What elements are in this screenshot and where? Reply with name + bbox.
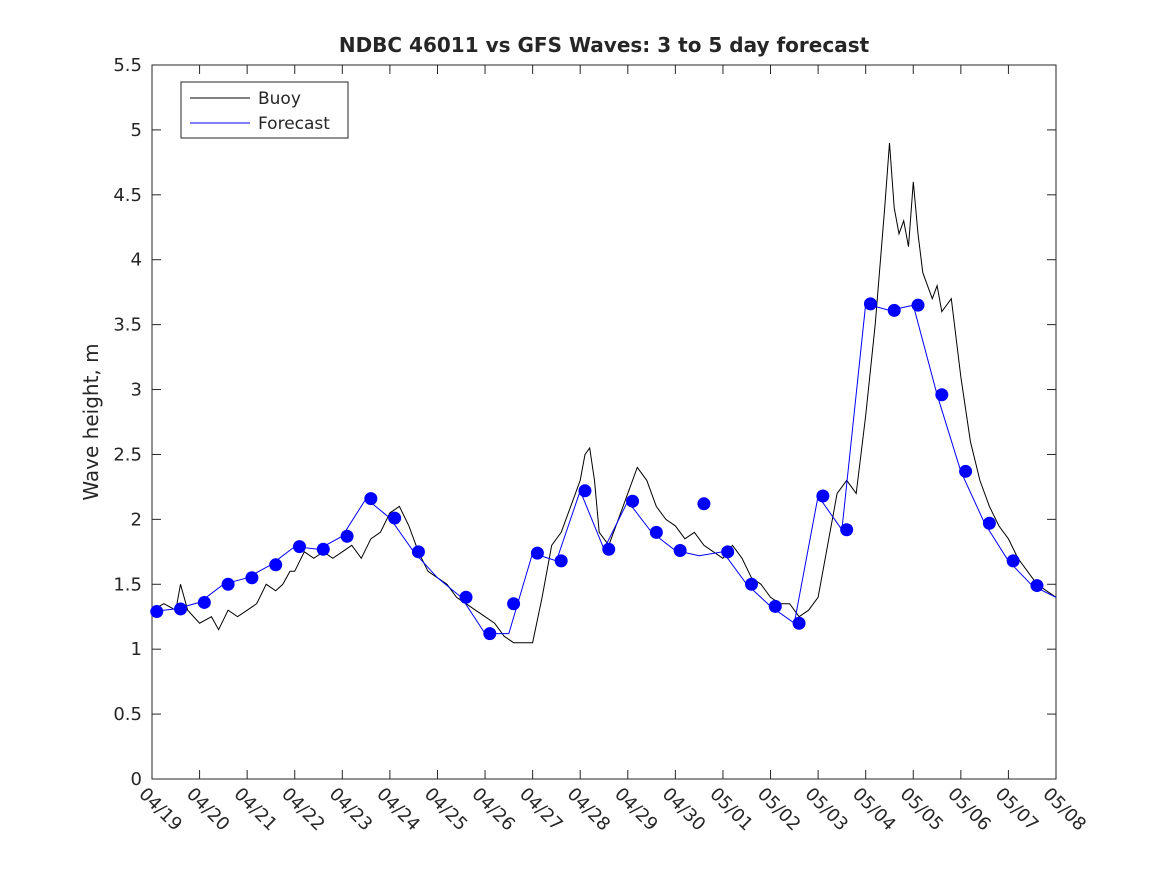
- forecast-point: [840, 523, 854, 537]
- forecast-point: [626, 494, 640, 508]
- forecast-point: [744, 577, 758, 591]
- forecast-point: [959, 464, 973, 478]
- y-tick-label: 1.5: [113, 574, 142, 595]
- forecast-point: [388, 511, 402, 525]
- forecast-point: [792, 616, 806, 630]
- y-tick-label: 2.5: [113, 444, 142, 465]
- y-tick-label: 3.5: [113, 315, 142, 336]
- forecast-point: [530, 546, 544, 560]
- forecast-point: [935, 388, 949, 402]
- forecast-point: [578, 484, 592, 498]
- forecast-point: [816, 489, 830, 503]
- forecast-point: [1006, 554, 1020, 568]
- y-tick-label: 5: [131, 120, 142, 141]
- y-tick-label: 4.5: [113, 185, 142, 206]
- forecast-point: [150, 605, 164, 619]
- forecast-point: [292, 540, 306, 554]
- forecast-point: [911, 298, 925, 312]
- forecast-point: [768, 599, 782, 613]
- forecast-point: [197, 595, 211, 609]
- forecast-point: [507, 597, 521, 611]
- y-axis: 0 0.5 1 1.5 2 2.5 3 3.5 4 4.5 5 5.5: [113, 55, 1056, 790]
- forecast-point: [649, 525, 663, 539]
- forecast-point: [245, 571, 259, 585]
- forecast-point: [269, 558, 283, 572]
- forecast-point: [483, 627, 497, 641]
- forecast-point: [459, 590, 473, 604]
- series-line-buoy: [151, 142, 1057, 644]
- y-tick-label: 4: [131, 250, 142, 271]
- y-tick-label: 5.5: [113, 55, 142, 76]
- forecast-point: [174, 602, 188, 616]
- forecast-point: [554, 554, 568, 568]
- forecast-point: [221, 577, 235, 591]
- forecast-point: [887, 303, 901, 317]
- legend-label-buoy: Buoy: [258, 89, 301, 109]
- y-tick-label: 2: [131, 509, 142, 530]
- forecast-dots-layer: [150, 297, 1044, 641]
- chart-title: NDBC 46011 vs GFS Waves: 3 to 5 day fore…: [339, 33, 870, 57]
- forecast-point: [863, 297, 877, 311]
- forecast-point: [602, 542, 616, 556]
- forecast-point: [340, 529, 354, 543]
- legend: Buoy Forecast: [180, 81, 349, 139]
- legend-box: [180, 81, 349, 139]
- forecast-point: [411, 545, 425, 559]
- plot-frame: [151, 64, 1057, 780]
- forecast-point: [721, 545, 735, 559]
- y-tick-label: 1: [131, 639, 142, 660]
- forecast-point: [673, 544, 687, 558]
- legend-label-forecast: Forecast: [258, 114, 330, 134]
- y-tick-label: 0.5: [113, 704, 142, 725]
- forecast-point: [982, 516, 996, 530]
- forecast-point: [1030, 579, 1044, 593]
- forecast-point: [364, 492, 378, 506]
- plot-area: [150, 64, 1057, 780]
- forecast-point: [316, 542, 330, 556]
- y-tick-label: 3: [131, 380, 142, 401]
- forecast-point: [697, 497, 711, 511]
- y-axis-label: Wave height, m: [79, 343, 103, 500]
- y-tick-label: 0: [131, 769, 142, 790]
